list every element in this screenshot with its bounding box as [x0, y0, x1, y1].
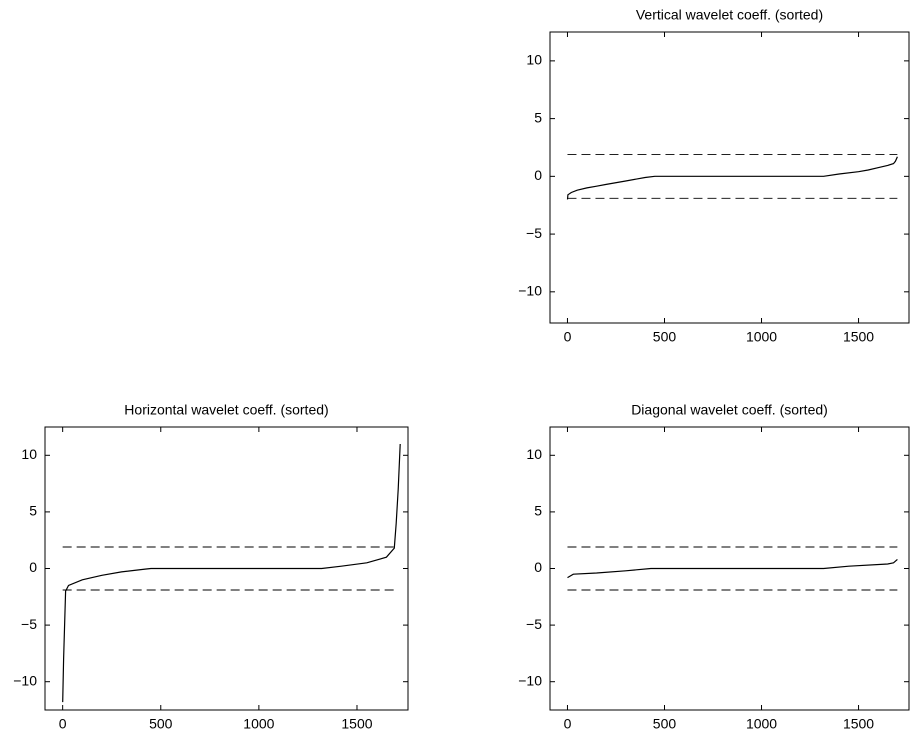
- y-tick-label: 5: [534, 109, 542, 125]
- x-tick-label: 0: [564, 716, 572, 732]
- data-line: [566, 156, 898, 200]
- y-tick-label: 5: [29, 503, 37, 519]
- y-tick-label: 10: [21, 446, 37, 462]
- x-tick-label: 1000: [243, 716, 274, 732]
- y-tick-label: −5: [526, 225, 542, 241]
- x-tick-label: 500: [653, 716, 677, 732]
- y-tick-label: 5: [534, 503, 542, 519]
- x-tick-label: 1500: [843, 329, 874, 345]
- data-line: [567, 558, 898, 579]
- x-tick-label: 1000: [746, 329, 777, 345]
- x-tick-label: 1500: [341, 716, 372, 732]
- x-tick-label: 0: [59, 716, 67, 732]
- x-tick-label: 500: [149, 716, 173, 732]
- y-tick-label: −5: [21, 616, 37, 632]
- chart-title: Vertical wavelet coeff. (sorted): [636, 7, 823, 23]
- y-tick-label: −10: [518, 283, 542, 299]
- x-tick-label: 1000: [746, 716, 777, 732]
- data-line: [62, 443, 401, 703]
- y-tick-label: 10: [526, 446, 542, 462]
- y-tick-label: 0: [534, 167, 542, 183]
- axes-box: [549, 31, 910, 324]
- y-tick-label: −5: [526, 616, 542, 632]
- chart-title: Diagonal wavelet coeff. (sorted): [631, 402, 828, 418]
- x-tick-label: 1500: [843, 716, 874, 732]
- y-tick-label: −10: [13, 672, 37, 688]
- chart-title: Horizontal wavelet coeff. (sorted): [124, 402, 328, 418]
- x-tick-label: 500: [653, 329, 677, 345]
- y-tick-label: 0: [534, 559, 542, 575]
- x-tick-label: 0: [564, 329, 572, 345]
- y-tick-label: 0: [29, 559, 37, 575]
- y-tick-label: 10: [526, 52, 542, 68]
- y-tick-label: −10: [518, 672, 542, 688]
